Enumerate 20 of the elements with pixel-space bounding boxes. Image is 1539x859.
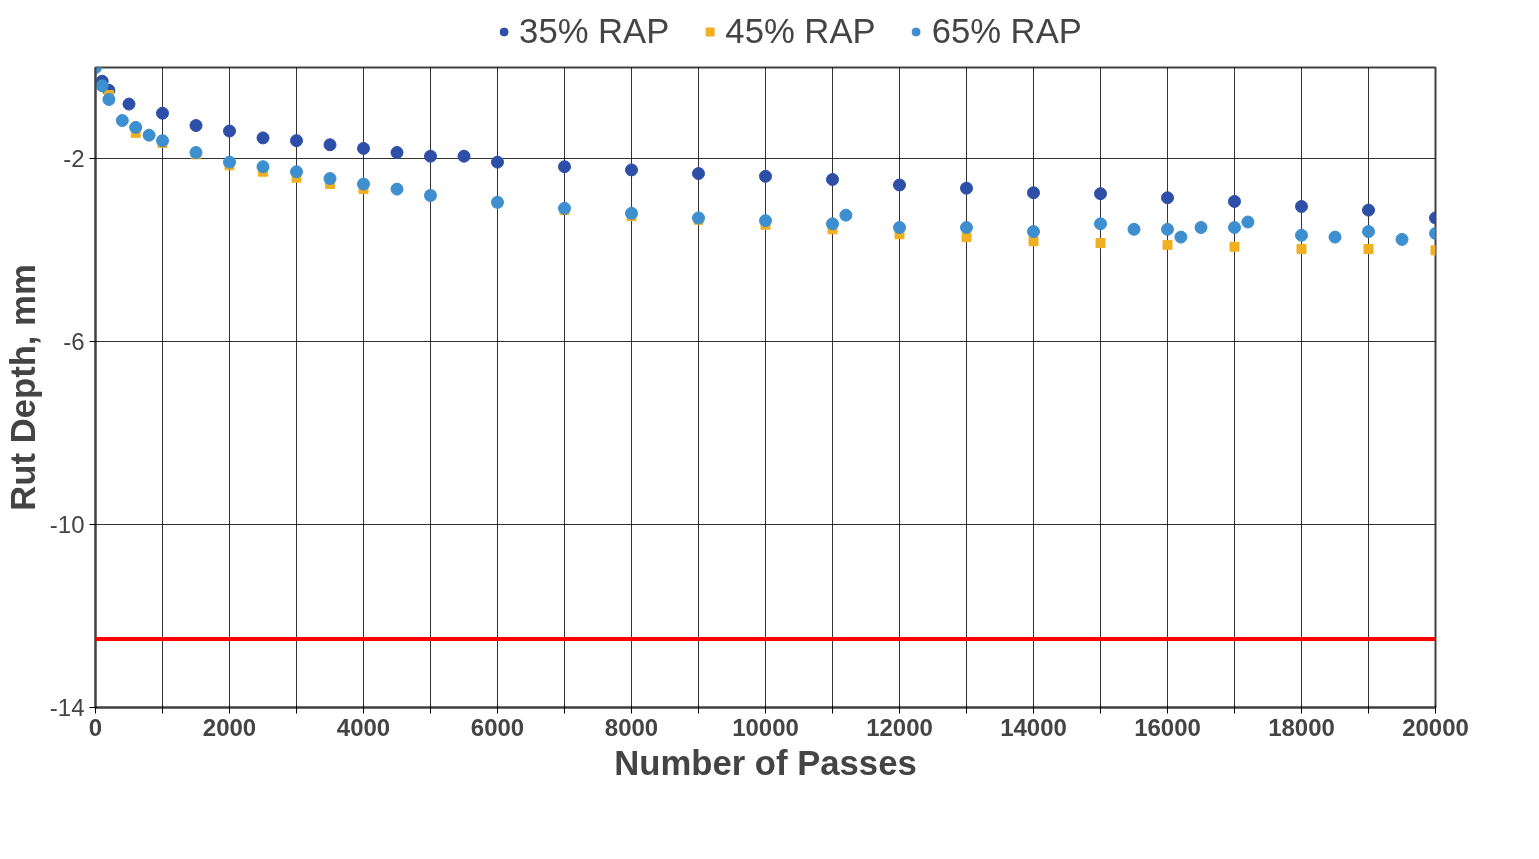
x-tick-label: 12000 <box>866 713 933 741</box>
y-tick-label: -14 <box>49 694 85 721</box>
x-tick-label: 4000 <box>336 713 391 741</box>
y-axis-title: Rut Depth, mm <box>3 264 42 511</box>
x-tick-label: 10000 <box>732 713 799 741</box>
x-tick-label: 8000 <box>604 713 659 741</box>
x-tick-label: 18000 <box>1268 713 1335 741</box>
x-axis-title: Number of Passes <box>614 743 917 782</box>
legend-label: 65% RAP <box>931 11 1082 51</box>
y-tick-label: -2 <box>63 145 85 173</box>
x-tick-label: 2000 <box>202 713 257 741</box>
legend-label: 35% RAP <box>519 11 670 51</box>
y-tick-label: -10 <box>49 511 85 539</box>
x-tick-label: 6000 <box>470 713 525 741</box>
y-tick-label: -6 <box>63 328 85 356</box>
x-tick-label: 16000 <box>1134 713 1201 741</box>
legend-label: 45% RAP <box>725 11 876 51</box>
x-tick-label: 14000 <box>1000 713 1067 741</box>
x-tick-label: 20000 <box>1402 713 1469 741</box>
x-tick-label: 0 <box>88 713 103 741</box>
